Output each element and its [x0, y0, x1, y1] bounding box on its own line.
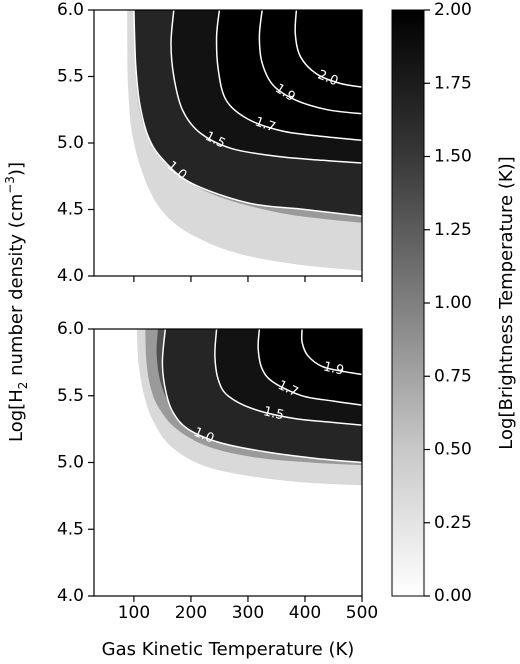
bottom-panel: 1.01.51.71.9 4.04.55.05.56.0 100 200 300 40…: [57, 319, 378, 623]
y-tick-label: 4.5: [57, 200, 84, 220]
y-tick-label: 5.0: [57, 133, 84, 153]
y-tick-label: 5.5: [57, 67, 84, 87]
colorbar-ticks: 0.00 0.25 0.50 0.75 1.00 1.25 1.50 1.75 2.00: [424, 0, 472, 606]
bottom-x-ticks: 100 200 300 400 500: [118, 596, 378, 623]
y-tick-label: 4.0: [57, 586, 84, 606]
y-tick-label: 4.5: [57, 519, 84, 539]
y-tick-label: 5.5: [57, 386, 84, 406]
contour-line: [215, 10, 362, 142]
y-tick-label: 6.0: [57, 319, 84, 339]
x-tick-label: 400: [289, 603, 321, 623]
contour-line: [258, 10, 362, 115]
y-label-middle: number density (cm: [6, 194, 27, 382]
top-contours: [133, 10, 362, 217]
top-heatmap-field: [94, 10, 362, 276]
bottom-y-ticks: 4.0 4.5 5.0 5.5 6.0: [57, 319, 94, 606]
colorbar-tick-label: 1.00: [434, 293, 472, 313]
contour-line: [300, 329, 362, 376]
y-axis-label: Log[H2 number density (cm−3)]: [3, 162, 30, 442]
top-x-ticks: [133, 276, 363, 282]
contour-line: [294, 10, 362, 88]
colorbar-tick-label: 0.75: [434, 366, 472, 386]
colorbar-tick-label: 0.00: [434, 586, 472, 606]
contour-label: 1.5: [262, 404, 286, 423]
contour-label: 1.0: [191, 425, 216, 447]
colorbar-tick-label: 1.50: [434, 147, 472, 167]
field-band: [295, 10, 362, 88]
contour-label: 2.0: [315, 68, 340, 90]
contour-line: [214, 329, 362, 426]
colorbar-tick-label: 0.50: [434, 440, 472, 460]
bottom-heatmap-field: [94, 329, 362, 596]
y-label-superscript: −3: [3, 176, 17, 194]
colorbar-tick-label: 1.75: [434, 73, 472, 93]
top-panel: 1.01.51.71.92.0 4.04.55.05.56.0: [57, 0, 363, 286]
y-label-suffix: )]: [6, 162, 27, 176]
contour-label: 1.9: [322, 359, 346, 378]
contour-line: [161, 329, 362, 464]
x-tick-label: 500: [346, 603, 378, 623]
x-tick-label: 300: [232, 603, 264, 623]
y-tick-label: 4.0: [57, 266, 84, 286]
x-tick-label: 100: [118, 603, 150, 623]
top-y-ticks: 4.0 4.5 5.0 5.5 6.0: [57, 0, 94, 286]
y-label-prefix: Log[H: [6, 389, 27, 442]
contour-line: [257, 329, 362, 406]
colorbar-tick-label: 0.25: [434, 513, 472, 533]
x-tick-label: 200: [175, 603, 207, 623]
colorbar-tick-label: 1.25: [434, 220, 472, 240]
contour-label: 1.7: [253, 115, 277, 136]
colorbar-label: Log[Brightness Temperature (K)]: [496, 156, 517, 449]
y-tick-label: 6.0: [57, 0, 84, 20]
x-axis-label: Gas Kinetic Temperature (K): [102, 639, 355, 660]
colorbar-tick-label: 2.00: [434, 0, 472, 20]
y-label-subscript: 2: [16, 382, 30, 390]
contour-line: [133, 10, 362, 217]
field-band: [301, 329, 362, 375]
y-tick-label: 5.0: [57, 453, 84, 473]
bottom-contours: [161, 329, 362, 464]
colorbar-gradient: [391, 9, 425, 597]
colorbar: 0.00 0.25 0.50 0.75 1.00 1.25 1.50 1.75 2.00 Log…: [391, 0, 517, 606]
contour-line: [170, 10, 362, 164]
